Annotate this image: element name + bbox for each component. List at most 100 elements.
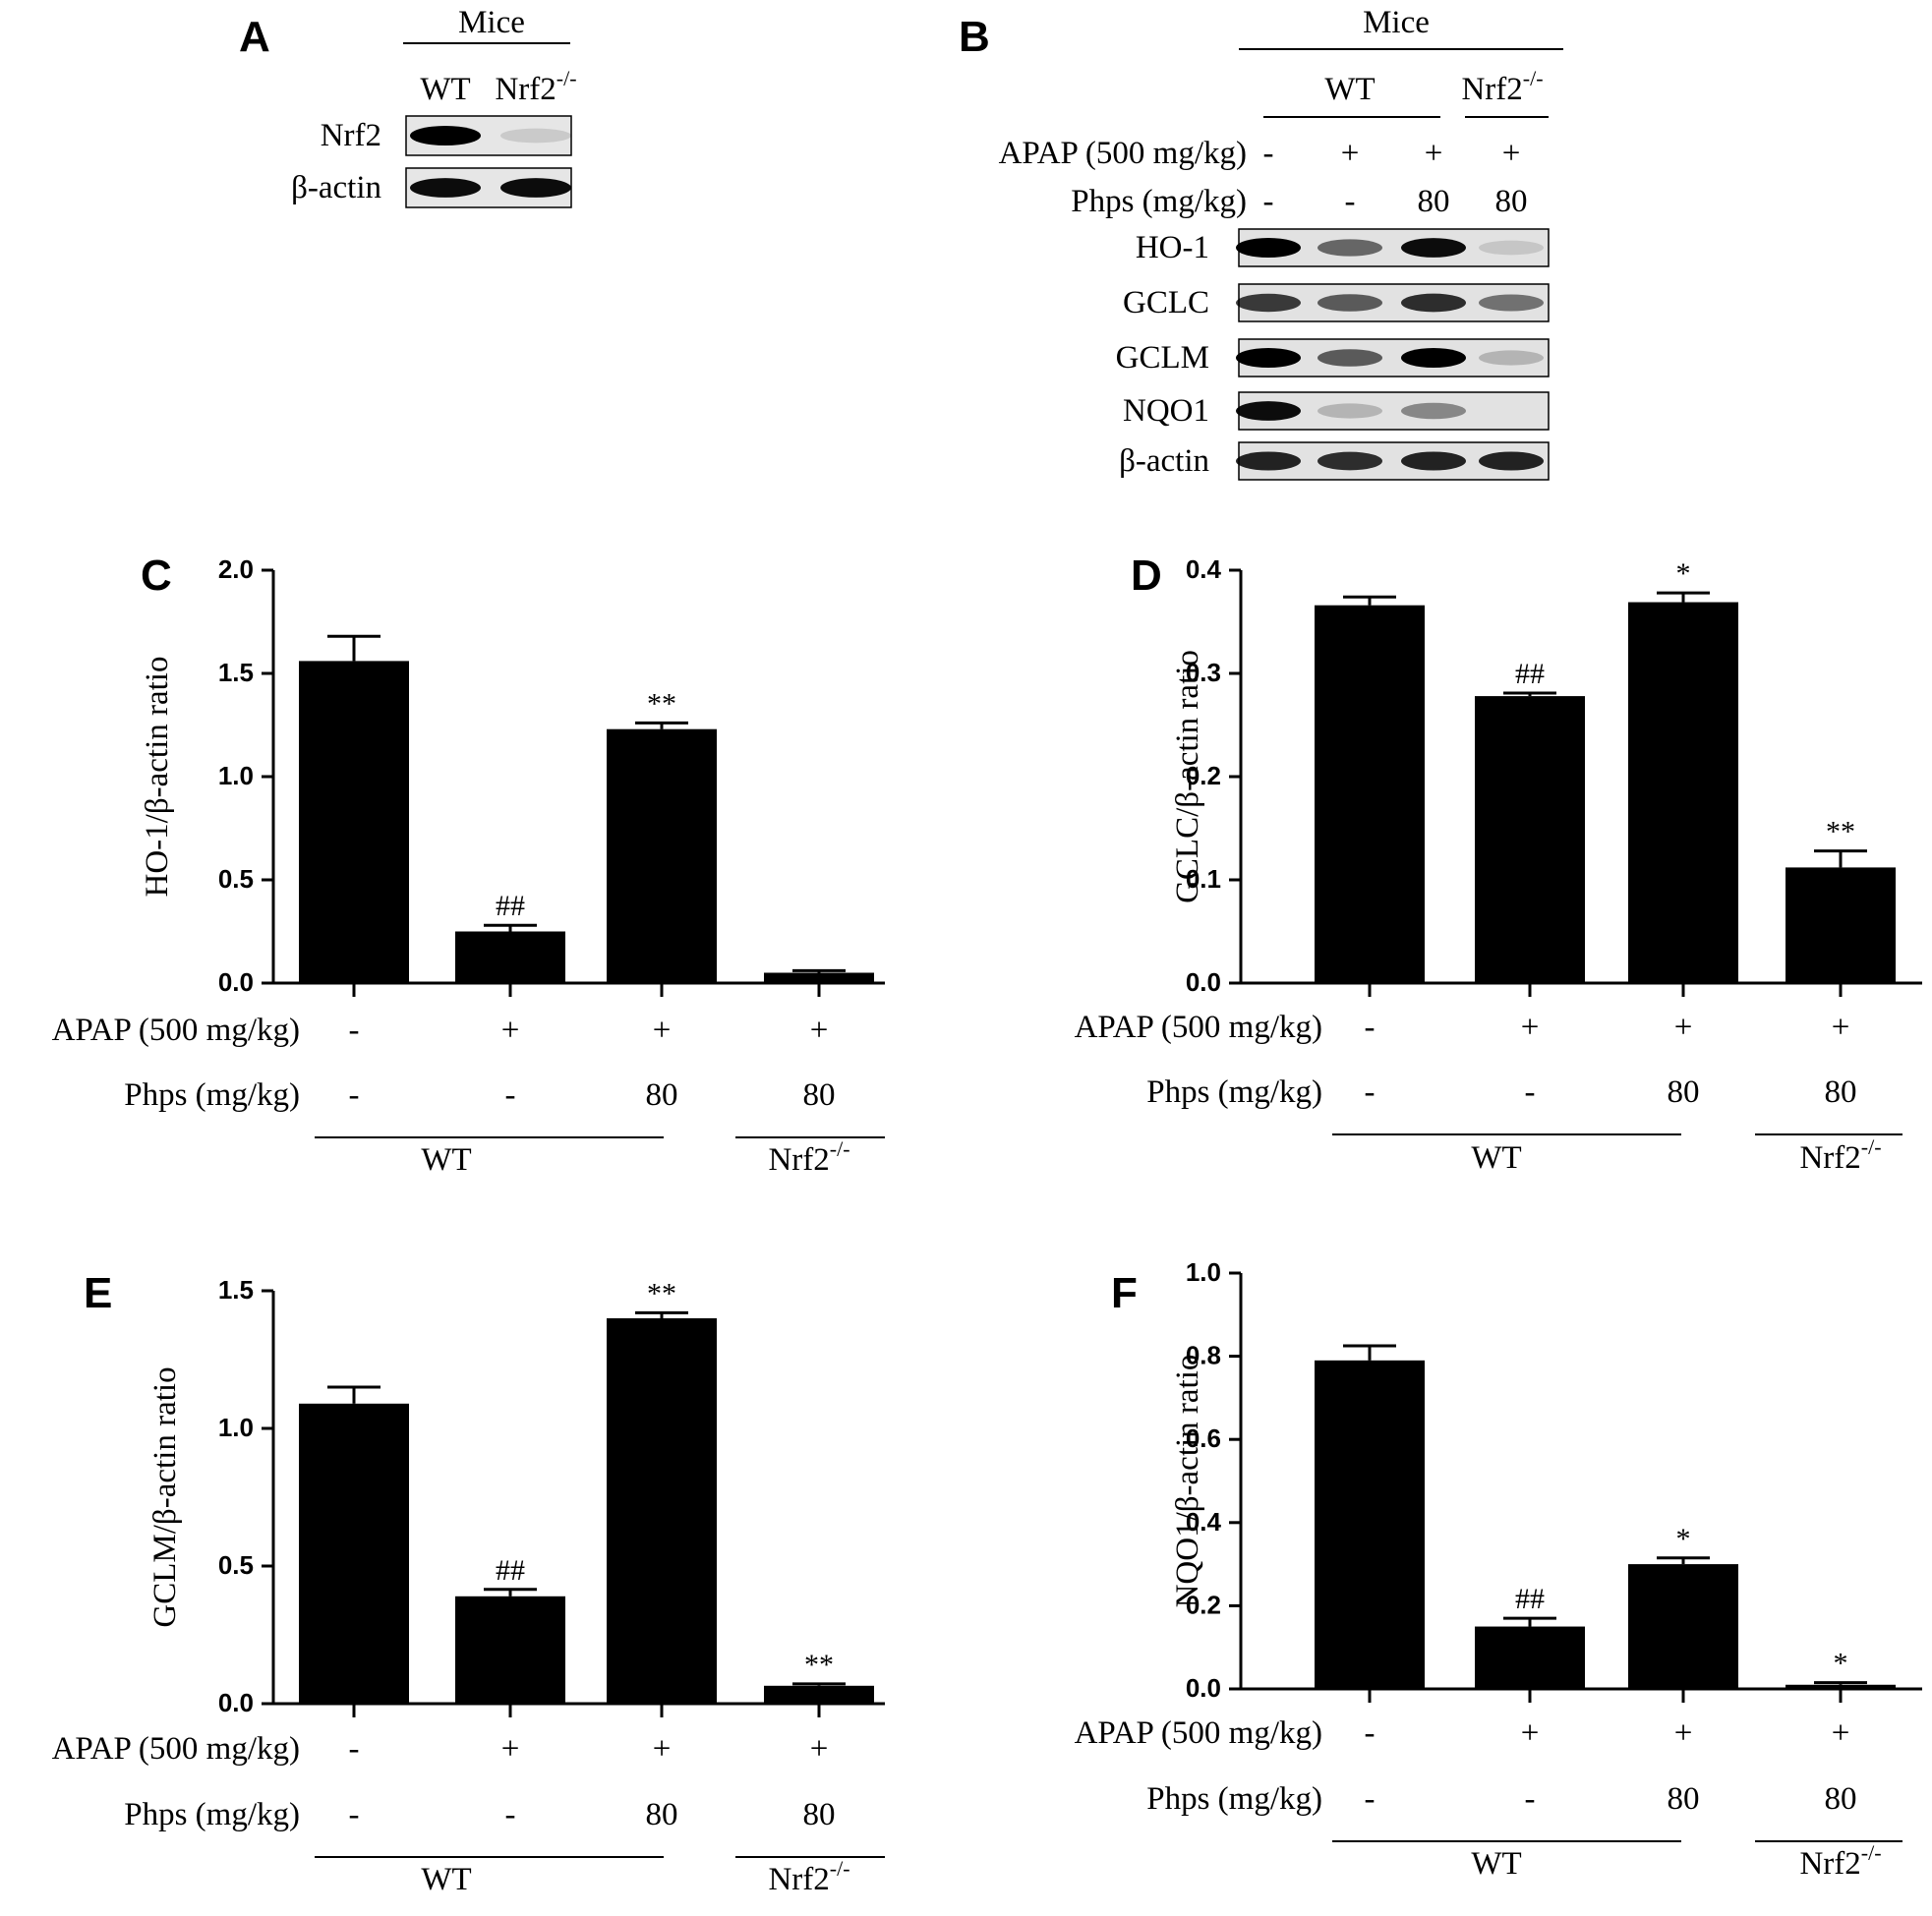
blot-label: GCLM (1116, 340, 1209, 376)
bar (1315, 1360, 1425, 1689)
group-label: Nrf2-/- (768, 1856, 849, 1897)
blot-band (1236, 293, 1301, 313)
panel-a: A Mice WT Nrf2-/- Nrf2 β-actin (239, 5, 577, 208)
significance-label: * (1834, 1648, 1848, 1680)
chart-panel-f: F 0.0 0.2 0.4 0.6 0.8 1.0 NQO1/β-actin ratio ## *… (1075, 1257, 1922, 1882)
blot-band (1236, 401, 1301, 421)
significance-label: ## (496, 890, 525, 922)
condition-value: + (653, 1731, 672, 1767)
condition-label: Phps (mg/kg) (124, 1077, 300, 1113)
y-tick-label: 0.8 (1186, 1341, 1221, 1370)
blot-label: NQO1 (1123, 393, 1209, 429)
treatment-value: + (1341, 136, 1360, 171)
y-tick-label: 0.5 (218, 1550, 254, 1580)
panel-a-column-label: WT (420, 72, 470, 107)
significance-label: ## (1515, 658, 1545, 690)
blot-band (1401, 402, 1466, 420)
condition-value: 80 (803, 1077, 836, 1113)
y-tick-label: 0.0 (1186, 967, 1221, 997)
y-tick-label: 0.1 (1186, 864, 1221, 894)
condition-label: Phps (mg/kg) (1146, 1781, 1322, 1817)
bar (1628, 1564, 1738, 1689)
y-tick-label: 0.0 (218, 967, 254, 997)
condition-value: - (1525, 1781, 1536, 1817)
condition-value: + (501, 1731, 520, 1767)
blot-label: β-actin (291, 170, 381, 205)
panel-a-blots: Nrf2 β-actin (291, 115, 572, 208)
significance-label: ## (1515, 1583, 1545, 1615)
blot-strip (405, 115, 572, 156)
condition-value: 80 (1668, 1074, 1700, 1110)
blot-label: β-actin (1119, 443, 1209, 479)
blot-band (1317, 239, 1382, 257)
blot-band (1479, 451, 1544, 471)
condition-value: + (1674, 1715, 1693, 1751)
condition-label: Phps (mg/kg) (1146, 1074, 1322, 1110)
bar (607, 728, 717, 983)
panel-a-header: Mice (458, 5, 525, 40)
treatment-label: APAP (500 mg/kg) (999, 136, 1247, 171)
panel-letter-e: E (84, 1269, 112, 1317)
bar (1475, 1626, 1585, 1689)
group-label: WT (1471, 1846, 1521, 1882)
condition-value: 80 (1825, 1074, 1857, 1110)
condition-value: - (1365, 1715, 1376, 1751)
condition-value: - (505, 1797, 516, 1832)
significance-label: ** (1826, 816, 1855, 848)
condition-value: + (501, 1013, 520, 1048)
condition-value: 80 (1825, 1781, 1857, 1817)
panel-b-treatments: APAP (500 mg/kg) - + + +Phps (mg/kg) - -80 80 (999, 136, 1528, 219)
condition-label: Phps (mg/kg) (124, 1797, 300, 1832)
condition-label: APAP (500 mg/kg) (1075, 1715, 1322, 1751)
condition-value: + (653, 1013, 672, 1048)
y-tick-label: 0.2 (1186, 761, 1221, 790)
bar (299, 1403, 409, 1704)
significance-label: * (1676, 1523, 1691, 1555)
group-label: WT (421, 1142, 471, 1178)
panel-b: B Mice WT Nrf2-/- APAP (500 mg/kg) - + + +Ph… (959, 5, 1563, 481)
panel-letter-d: D (1131, 552, 1162, 600)
y-tick-label: 0.0 (218, 1688, 254, 1717)
condition-value: 80 (646, 1077, 678, 1113)
bar (1628, 602, 1738, 983)
panel-letter-f: F (1111, 1269, 1138, 1317)
blot-band (1479, 294, 1544, 312)
condition-value: - (349, 1013, 360, 1048)
blot-band (1236, 348, 1301, 368)
blot-band (1401, 348, 1466, 368)
condition-value: + (1832, 1715, 1850, 1751)
chart-panel-e: E 0.0 0.5 1.0 1.5 GCLM/β-actin ratio ## ** ** APA… (52, 1269, 885, 1897)
condition-value: + (1674, 1010, 1693, 1045)
treatment-label: Phps (mg/kg) (1071, 184, 1247, 219)
blot-band (1479, 240, 1544, 256)
y-tick-label: 0.5 (218, 864, 254, 894)
bar (1315, 605, 1425, 983)
y-tick-label: 0.6 (1186, 1423, 1221, 1453)
chart-panel-c: C 0.0 0.5 1.0 1.5 2.0 HO-1/β-actin ratio ## ** AP… (52, 552, 885, 1178)
bar (764, 972, 874, 983)
significance-label: ## (496, 1554, 525, 1587)
condition-value: - (349, 1731, 360, 1767)
treatment-value: - (1345, 184, 1356, 219)
treatment-value: 80 (1495, 184, 1528, 219)
panel-a-column-label: Nrf2-/- (495, 66, 576, 107)
y-tick-label: 1.0 (218, 1413, 254, 1442)
significance-label: ** (647, 1277, 676, 1309)
group-label: WT (1471, 1140, 1521, 1176)
treatment-value: 80 (1418, 184, 1450, 219)
y-tick-label: 1.0 (218, 761, 254, 790)
y-tick-label: 0.0 (1186, 1673, 1221, 1703)
y-tick-label: 2.0 (218, 554, 254, 584)
condition-label: APAP (500 mg/kg) (52, 1013, 300, 1048)
blot-band (410, 126, 481, 145)
condition-value: 80 (1668, 1781, 1700, 1817)
group-label: WT (421, 1862, 471, 1897)
y-tick-label: 1.0 (1186, 1257, 1221, 1287)
y-axis-label: NQO1/β-actin ratio (1170, 1355, 1205, 1608)
bar (764, 1685, 874, 1704)
condition-value: + (810, 1013, 829, 1048)
treatment-value: - (1263, 136, 1274, 171)
bar (1786, 867, 1896, 983)
